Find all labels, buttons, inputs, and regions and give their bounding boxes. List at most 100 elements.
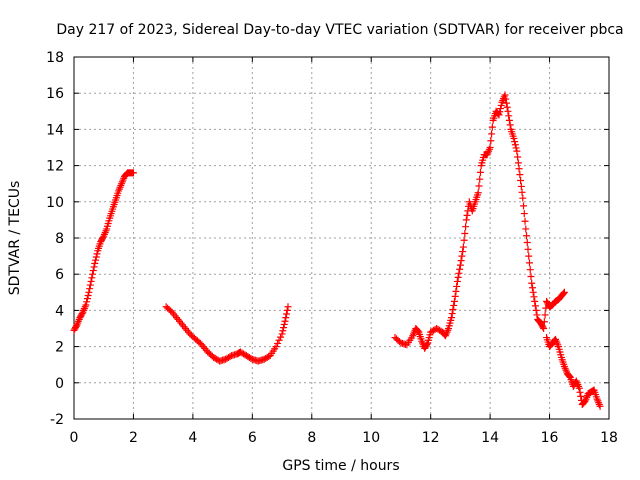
data-point-interp — [457, 257, 465, 265]
data-point-interp — [196, 339, 204, 347]
data-point-interp — [283, 310, 291, 318]
grid — [74, 57, 609, 419]
data-point — [82, 301, 90, 309]
data-point — [531, 297, 539, 305]
series-segment-3 — [391, 91, 568, 352]
y-tick-label: 12 — [46, 159, 64, 175]
data-point-interp — [505, 112, 513, 120]
data-point — [504, 107, 512, 115]
data-point-interp — [523, 232, 531, 240]
data-point-interp — [488, 123, 496, 131]
x-tick-label: 6 — [248, 430, 257, 446]
x-axis-label: GPS time / hours — [282, 458, 399, 474]
data-point-interp — [83, 295, 91, 303]
data-point — [456, 261, 464, 269]
data-point — [495, 111, 503, 119]
data-point-interp — [279, 327, 287, 335]
data-point-interp — [454, 273, 462, 281]
data-point-interp — [528, 284, 536, 292]
data-point-interp — [450, 301, 458, 309]
data-point — [519, 194, 527, 202]
y-tick-label: 6 — [55, 267, 64, 283]
data-point — [474, 189, 482, 197]
data-point — [85, 288, 93, 296]
y-tick-label: 4 — [55, 303, 64, 319]
y-tick-label: 2 — [55, 340, 64, 356]
data-point-interp — [167, 307, 175, 315]
x-tick-label: 18 — [600, 430, 618, 446]
data-point-interp — [560, 289, 568, 297]
data-point-interp — [511, 141, 519, 149]
data-point-interp — [520, 202, 528, 210]
data-point — [522, 225, 530, 233]
data-point-interp — [280, 324, 288, 332]
data-point — [596, 402, 604, 410]
data-point-interp — [505, 116, 513, 124]
data-point-interp — [283, 306, 291, 314]
data-point — [278, 330, 286, 338]
data-point-interp — [83, 298, 91, 306]
data-point-interp — [540, 318, 548, 326]
y-axis-label: SDTVAR / TECUs — [7, 181, 23, 296]
data-point — [281, 317, 289, 325]
data-point — [540, 325, 548, 332]
data-point-interp — [502, 99, 510, 107]
data-point-interp — [453, 282, 461, 290]
data-point-interp — [247, 354, 255, 362]
data-point-interp — [476, 175, 484, 183]
x-tick-label: 10 — [362, 430, 380, 446]
data-point-interp — [566, 372, 574, 380]
x-tick-label: 4 — [188, 430, 197, 446]
x-tick-label: 16 — [541, 430, 559, 446]
data-point-interp — [527, 272, 535, 280]
data-point — [129, 169, 137, 177]
data-point-interp — [518, 188, 526, 196]
data-point-interp — [496, 108, 504, 116]
data-point-interp — [497, 101, 505, 109]
data-point-interp — [455, 269, 463, 277]
y-tick-label: 18 — [46, 50, 64, 66]
data-point-interp — [78, 310, 86, 318]
series-segment-1 — [70, 169, 137, 334]
x-tick-label: 12 — [422, 430, 440, 446]
data-point-interp — [461, 229, 469, 237]
data-point-interp — [526, 266, 534, 274]
data-point-interp — [514, 159, 522, 167]
data-point-interp — [503, 103, 511, 111]
data-point-interp — [531, 302, 539, 310]
data-point-interp — [529, 288, 537, 296]
series-segment-2 — [162, 303, 292, 365]
data-point — [453, 277, 461, 285]
data-point-interp — [539, 323, 547, 331]
data-point-interp — [511, 138, 519, 146]
data-point — [501, 91, 509, 99]
data-point-interp — [475, 182, 483, 190]
data-point — [525, 252, 533, 260]
data-point-interp — [274, 339, 282, 347]
data-point-interp — [452, 287, 460, 295]
data-point — [284, 303, 292, 311]
y-tick-label: 8 — [55, 231, 64, 247]
data-point-interp — [517, 177, 525, 185]
data-point — [510, 134, 518, 142]
data-point-interp — [532, 306, 540, 314]
data-marks — [70, 91, 604, 410]
axis-ticks: 0 2 4 6 8 10 12 14 16 18 -2 0 2 4 6 8 10 12 14 16 18 — [46, 50, 618, 446]
data-point-interp — [530, 293, 538, 301]
data-point — [516, 171, 524, 179]
data-point-interp — [93, 250, 101, 258]
x-tick-label: 2 — [129, 430, 138, 446]
data-point-interp — [89, 270, 97, 278]
data-point-interp — [520, 210, 528, 218]
y-tick-label: 14 — [46, 122, 64, 138]
y-tick-label: -2 — [50, 412, 64, 428]
data-point-interp — [515, 165, 523, 173]
data-point-interp — [523, 239, 531, 247]
y-tick-label: 10 — [46, 195, 64, 211]
data-point-interp — [449, 305, 457, 313]
data-point-interp — [87, 277, 95, 285]
data-point — [575, 384, 583, 392]
x-tick-label: 0 — [70, 430, 79, 446]
